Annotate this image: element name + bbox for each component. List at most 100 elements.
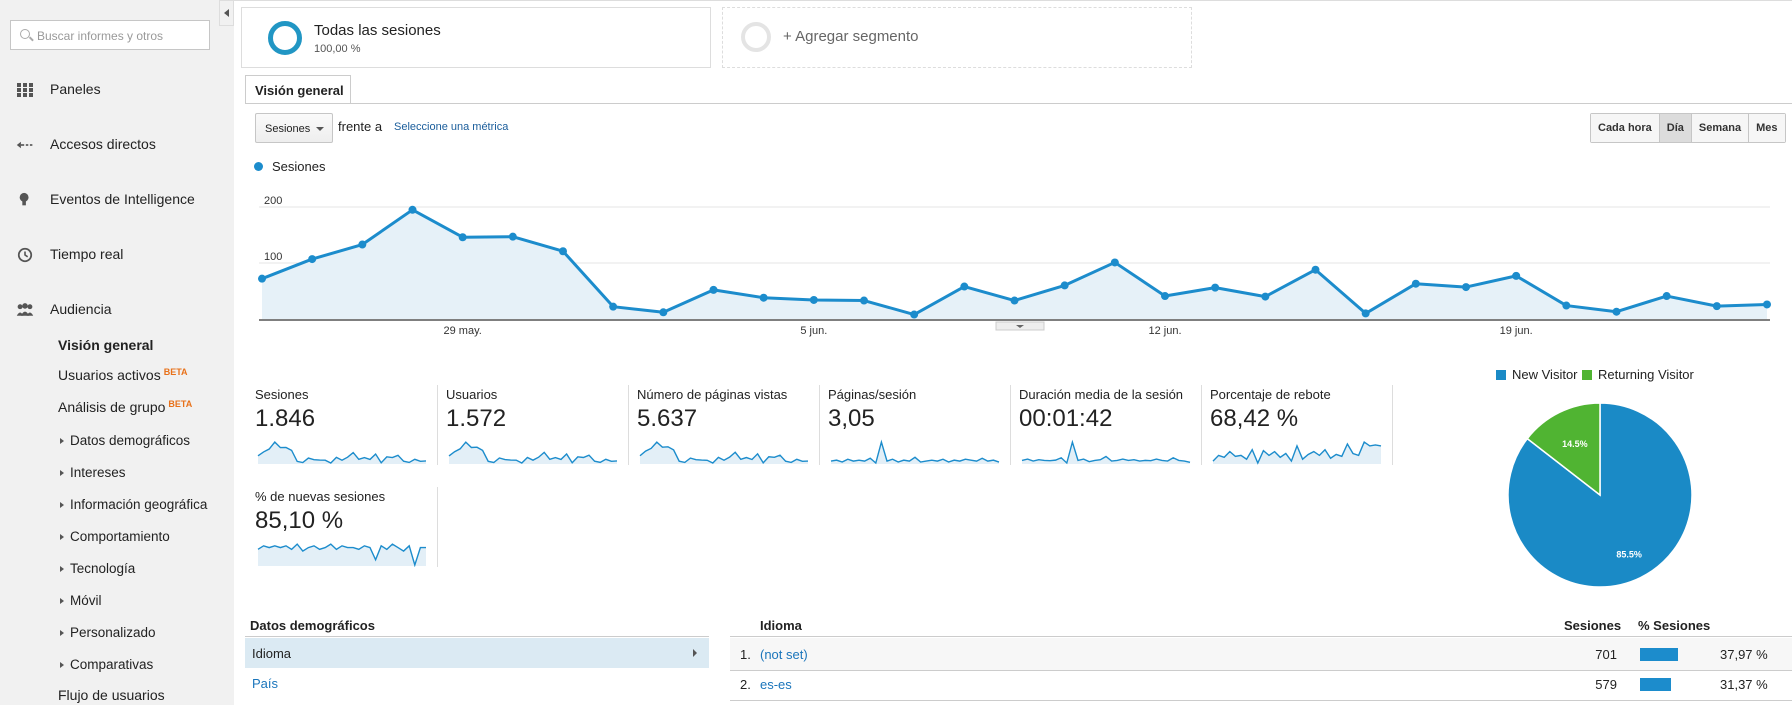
- scorecard-sparkline: [448, 441, 618, 464]
- data-point[interactable]: [759, 293, 768, 302]
- data-point[interactable]: [1110, 258, 1119, 267]
- data-point[interactable]: [1010, 296, 1019, 305]
- data-point[interactable]: [358, 240, 367, 249]
- pie-legend-label: New Visitor: [1512, 367, 1578, 382]
- sidebar-group-intereses[interactable]: Intereses: [60, 465, 126, 480]
- data-point[interactable]: [458, 233, 467, 242]
- data-point[interactable]: [1211, 283, 1220, 292]
- data-point[interactable]: [1763, 300, 1771, 309]
- chart-legend: Sesiones: [254, 159, 325, 174]
- left-panel-row-pais[interactable]: País: [252, 676, 279, 691]
- table-divider: [730, 636, 1792, 637]
- data-point[interactable]: [1161, 292, 1169, 301]
- scorecard[interactable]: Porcentaje de rebote 68,42 %: [1210, 387, 1390, 477]
- scorecard-divider: [628, 385, 629, 465]
- sidebar-item-eventos[interactable]: Eventos de Intelligence: [0, 184, 234, 214]
- sidebar-group-label: Intereses: [70, 465, 126, 480]
- data-point[interactable]: [709, 285, 718, 294]
- sparkline-fill: [831, 442, 999, 464]
- sidebar-sub-analisis-grupo[interactable]: Análisis de grupo BETA: [58, 399, 192, 415]
- data-point[interactable]: [1060, 281, 1069, 290]
- add-segment-button[interactable]: + Agregar segmento: [722, 7, 1192, 68]
- row-pct-bar: [1640, 648, 1678, 661]
- data-point[interactable]: [258, 274, 266, 283]
- row-language-link[interactable]: (not set): [760, 647, 808, 662]
- data-point[interactable]: [1411, 279, 1420, 288]
- pie-slice-label: 85.5%: [1616, 549, 1642, 559]
- data-point[interactable]: [1261, 292, 1270, 301]
- data-point[interactable]: [508, 232, 517, 241]
- sidebar-group-tecnologia[interactable]: Tecnología: [60, 561, 135, 576]
- sidebar-item-audiencia[interactable]: Audiencia: [0, 294, 234, 324]
- sidebar-item-tiempo-real[interactable]: Tiempo real: [0, 239, 234, 269]
- scorecard[interactable]: Usuarios 1.572: [446, 387, 626, 477]
- sidebar-group-datos-demograficos[interactable]: Datos demográficos: [60, 433, 190, 448]
- tab-vision-general[interactable]: Visión general: [245, 75, 351, 104]
- data-point[interactable]: [1361, 309, 1370, 318]
- sidebar-sub-flujo-usuarios[interactable]: Flujo de usuarios: [58, 687, 165, 703]
- data-point[interactable]: [1512, 271, 1521, 280]
- scorecard[interactable]: Número de páginas vistas 5.637: [637, 387, 817, 477]
- sidebar-item-accesos-directos[interactable]: Accesos directos: [0, 129, 234, 159]
- sidebar-group-comportamiento[interactable]: Comportamiento: [60, 529, 170, 544]
- segment-percentage: 100,00 %: [314, 43, 361, 55]
- table-header-idioma[interactable]: Idioma: [760, 618, 802, 633]
- sidebar-group-personalizado[interactable]: Personalizado: [60, 625, 156, 640]
- sidebar-group-movil[interactable]: Móvil: [60, 593, 102, 608]
- data-point[interactable]: [408, 205, 417, 214]
- data-point[interactable]: [910, 310, 919, 319]
- sidebar-item-paneles[interactable]: Paneles: [0, 74, 234, 104]
- scorecard[interactable]: Sesiones 1.846: [255, 387, 435, 477]
- scorecard-name: Sesiones: [255, 387, 309, 402]
- collapse-sidebar-button[interactable]: [219, 0, 234, 26]
- period-week-button[interactable]: Semana: [1691, 114, 1750, 142]
- table-header-sesiones[interactable]: Sesiones: [1564, 618, 1622, 633]
- beta-badge: BETA: [168, 399, 193, 409]
- period-hourly-button[interactable]: Cada hora: [1591, 114, 1660, 142]
- expand-triangle-icon: [60, 470, 64, 476]
- sidebar-sub-vision-general[interactable]: Visión general: [58, 337, 153, 353]
- sidebar-group-label: Datos demográficos: [70, 433, 191, 448]
- scorecard-value: 85,10 %: [255, 507, 344, 534]
- row-language-link[interactable]: es-es: [760, 677, 792, 692]
- period-day-button[interactable]: Día: [1659, 114, 1692, 142]
- left-panel-row-idioma[interactable]: Idioma: [245, 638, 709, 668]
- data-point[interactable]: [860, 296, 868, 305]
- sidebar-group-info-geografica[interactable]: Información geográfica: [60, 497, 207, 512]
- grid-icon: [17, 83, 33, 97]
- pie-slice[interactable]: [1526, 402, 1601, 497]
- sidebar-group-comparativas[interactable]: Comparativas: [60, 657, 153, 672]
- chevron-down-icon: [316, 127, 324, 131]
- data-point[interactable]: [1311, 265, 1320, 274]
- segment-todas-sesiones[interactable]: Todas las sesiones 100,00 %: [241, 7, 711, 68]
- data-point[interactable]: [559, 247, 567, 256]
- table-header-pct-sesiones[interactable]: % Sesiones: [1638, 618, 1711, 633]
- legend-swatch-icon: [1496, 370, 1506, 380]
- scorecard[interactable]: Páginas/sesión 3,05: [828, 387, 1008, 477]
- data-point[interactable]: [1662, 292, 1671, 301]
- data-point[interactable]: [308, 255, 317, 264]
- add-segment-label: + Agregar segmento: [783, 28, 919, 45]
- data-point[interactable]: [1712, 302, 1721, 311]
- scorecard[interactable]: Duración media de la sesión 00:01:42: [1019, 387, 1199, 477]
- data-point[interactable]: [960, 282, 969, 291]
- scorecard-name: % de nuevas sesiones: [255, 489, 386, 504]
- metric-select[interactable]: Sesiones: [255, 113, 333, 143]
- scorecard[interactable]: % de nuevas sesiones 85,10 %: [255, 489, 435, 579]
- sparkline-fill: [1213, 442, 1381, 464]
- search-input[interactable]: Buscar informes y otros: [10, 20, 210, 50]
- expand-triangle-icon: [60, 502, 64, 508]
- data-point[interactable]: [659, 308, 668, 317]
- sidebar-sub-label: Visión general: [58, 337, 154, 353]
- data-point[interactable]: [1612, 307, 1621, 316]
- row-pct-bar: [1640, 678, 1672, 691]
- data-point[interactable]: [809, 295, 818, 304]
- data-point[interactable]: [1562, 301, 1571, 310]
- chart-resize-handle[interactable]: [995, 321, 1045, 331]
- sidebar-sub-usuarios-activos[interactable]: Usuarios activos BETA: [58, 367, 188, 383]
- y-tick-label: 100: [264, 251, 282, 263]
- data-point[interactable]: [1462, 283, 1470, 292]
- data-point[interactable]: [609, 302, 618, 311]
- period-month-button[interactable]: Mes: [1749, 114, 1785, 142]
- select-metric-link[interactable]: Seleccione una métrica: [394, 121, 509, 133]
